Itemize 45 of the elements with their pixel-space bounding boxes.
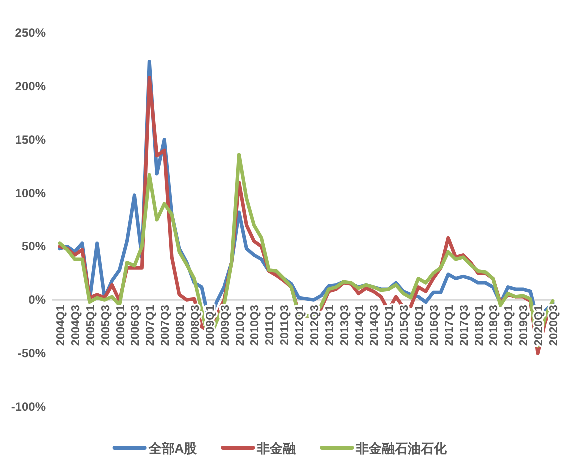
x-tick-label: 2013Q3: [339, 305, 352, 346]
y-tick-label: 50%: [22, 240, 46, 254]
y-tick-label: -100%: [11, 400, 46, 414]
x-tick-label: 2013Q1: [324, 304, 336, 346]
x-tick-label: 2010Q3: [250, 305, 262, 346]
x-tick-label: 2012Q1: [294, 304, 307, 346]
y-tick-label: -50%: [18, 346, 46, 361]
legend-label: 非金融: [256, 441, 298, 456]
x-tick-label: 2011Q1: [264, 304, 277, 346]
x-tick-label: 2019Q3: [518, 305, 531, 346]
legend-label: 全部A股: [148, 441, 198, 456]
x-tick-label: 2005Q3: [100, 305, 112, 346]
y-tick-label: 100%: [15, 186, 46, 200]
x-tick-label: 2009Q3: [220, 305, 232, 346]
x-tick-label: 2009Q1: [204, 304, 217, 346]
x-tick-label: 2015Q3: [399, 305, 412, 346]
x-tick-label: 2005Q1: [85, 304, 98, 346]
legend-label: 非金融石油石化: [355, 441, 448, 456]
y-tick-label: 0%: [28, 293, 46, 308]
x-tick-label: 2014Q3: [369, 305, 382, 346]
x-tick-label: 2004Q3: [70, 305, 82, 346]
x-tick-label: 2014Q1: [354, 304, 366, 346]
x-tick-label: 2016Q3: [428, 305, 441, 346]
x-tick-label: 2020Q1: [534, 304, 546, 346]
x-tick-label: 2016Q1: [414, 304, 426, 346]
x-tick-label: 2006Q3: [130, 305, 142, 346]
x-tick-label: 2017Q3: [458, 305, 471, 346]
y-tick-label: 250%: [15, 26, 46, 40]
x-tick-label: 2020Q3: [548, 305, 560, 346]
x-tick-label: 2018Q3: [488, 305, 501, 346]
x-tick-label: 2010Q1: [234, 304, 247, 346]
x-tick-label: 2004Q1: [56, 304, 68, 346]
x-tick-label: 2006Q1: [115, 304, 128, 346]
x-tick-label: 2007Q1: [145, 304, 158, 346]
x-tick-label: 2018Q1: [474, 304, 486, 346]
x-tick-label: 2017Q1: [444, 304, 456, 346]
x-tick-label: 2019Q1: [504, 304, 516, 346]
x-tick-label: 2012Q3: [309, 305, 322, 346]
y-tick-label: 200%: [15, 79, 46, 94]
x-tick-label: 2011Q3: [280, 305, 292, 346]
x-tick-label: 2008Q1: [175, 304, 188, 346]
x-tick-label: 2008Q3: [190, 305, 202, 346]
y-tick-label: 150%: [15, 132, 46, 147]
x-tick-label: 2015Q1: [384, 304, 396, 346]
x-tick-label: 2007Q3: [160, 305, 172, 346]
